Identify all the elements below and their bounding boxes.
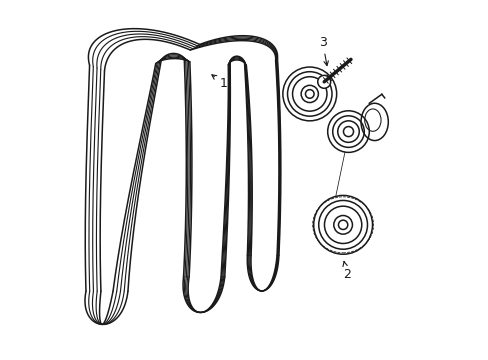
Text: 2: 2 [342, 262, 350, 280]
Text: 3: 3 [318, 36, 327, 66]
Circle shape [317, 75, 330, 88]
Text: 1: 1 [211, 75, 227, 90]
